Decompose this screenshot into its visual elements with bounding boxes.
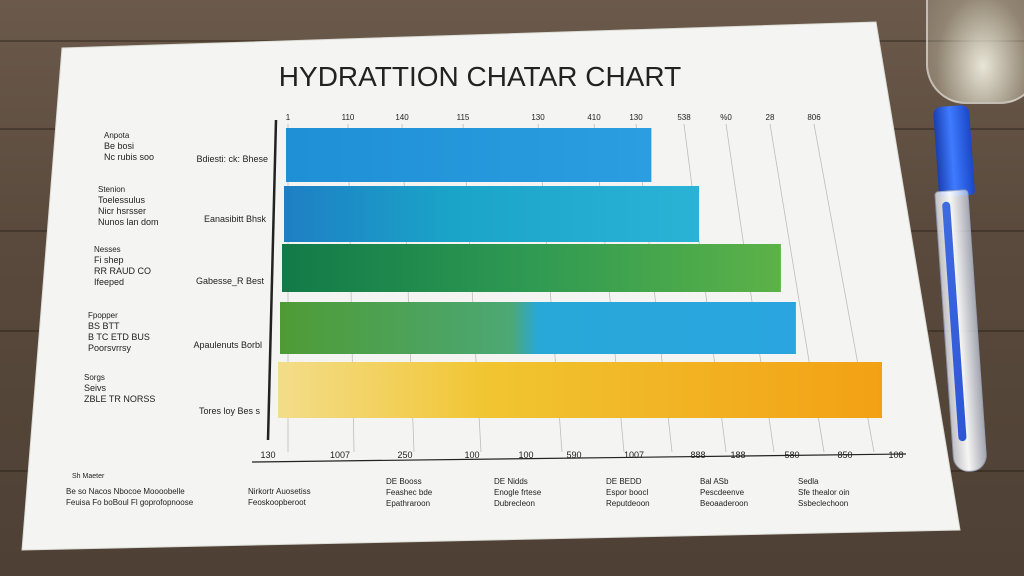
row-label-left: Nunos lan dom bbox=[98, 217, 159, 227]
bottom-label: Reputdeoon bbox=[606, 499, 650, 508]
bottom-tick-label: 580 bbox=[784, 450, 799, 460]
top-tick-label: 410 bbox=[587, 113, 601, 122]
bottom-labels: Be so Nacos Nbocoe Moooobelle Feuisa Fo b… bbox=[66, 477, 850, 508]
row-label-left: Nesses bbox=[94, 245, 121, 254]
row-label-left: B TC ETD BUS bbox=[88, 332, 150, 342]
bottom-label: Sedla bbox=[798, 477, 819, 486]
row-label-left: Toelessulus bbox=[98, 195, 146, 205]
row-label-inner: Gabesse_R Best bbox=[196, 276, 265, 286]
bottom-label: Be so Nacos Nbocoe Moooobelle bbox=[66, 487, 185, 496]
bottom-label: Epathraroon bbox=[386, 499, 430, 508]
row-label-inner: Bdiesti: ck: Bhese bbox=[196, 154, 268, 164]
bottom-label: Dubrecleon bbox=[494, 499, 535, 508]
chart-title: HYDRATTION CHATAR CHART bbox=[279, 61, 681, 92]
bottom-label: DE Nidds bbox=[494, 477, 528, 486]
bottom-label: Bal ASb bbox=[700, 477, 729, 486]
top-tick-label: 130 bbox=[629, 113, 643, 122]
bar bbox=[280, 302, 796, 354]
top-tick-label: 110 bbox=[342, 113, 355, 122]
row-label-left: Nicr hsrsser bbox=[98, 206, 146, 216]
bottom-label: Feashec bde bbox=[386, 488, 433, 497]
top-tick-label: 806 bbox=[807, 113, 821, 122]
row-label-left: Ifeeped bbox=[94, 277, 124, 287]
bottom-label: Enogle frtese bbox=[494, 488, 542, 497]
row-label-left: Anpota bbox=[104, 131, 130, 140]
bottom-tick-labels: 130 1007 250 100 100 590 1007 888 188 580 850 108 bbox=[260, 450, 903, 460]
bottom-label: Ssbeclechoon bbox=[798, 499, 848, 508]
bottom-tick-label: 850 bbox=[837, 450, 852, 460]
row-label-left: Fi shep bbox=[94, 255, 124, 265]
bottom-tick-label: 250 bbox=[397, 450, 412, 460]
top-tick-labels: 1 110 140 115 130 410 130 538 %0 28 806 bbox=[286, 113, 821, 122]
row-label-left: Be bosi bbox=[104, 141, 134, 151]
bottom-tick-label: 100 bbox=[464, 450, 479, 460]
bottom-tick-label: 888 bbox=[690, 450, 705, 460]
row-label-left: RR RAUD CO bbox=[94, 266, 151, 276]
bottom-tick-label: 108 bbox=[888, 450, 903, 460]
bottom-label: Espor boocl bbox=[606, 488, 648, 497]
bottom-tick-label: 130 bbox=[260, 450, 275, 460]
bottom-label: Beoaaderoon bbox=[700, 499, 748, 508]
bar bbox=[282, 244, 781, 292]
row-label-left: BS BTT bbox=[88, 321, 120, 331]
row-label-left: Nc rubis soo bbox=[104, 152, 154, 162]
bars bbox=[278, 128, 882, 418]
y-axis-line bbox=[266, 119, 278, 441]
x-axis-line bbox=[251, 453, 907, 463]
row-labels-inner: Bdiesti: ck: Bhese Eanasibitt Bhsk Gabesse… bbox=[193, 154, 268, 416]
row-label-left: Poorsvrrsy bbox=[88, 343, 132, 353]
bar bbox=[286, 128, 652, 182]
bottom-label: Pescdeenve bbox=[700, 488, 745, 497]
bottom-tick-label: 590 bbox=[566, 450, 581, 460]
bottom-label: Feuisa Fo boBoul Fl goprofopnoose bbox=[66, 498, 194, 507]
row-label-left: ZBLE TR NORSS bbox=[84, 394, 155, 404]
row-label-left: Fpopper bbox=[88, 311, 118, 320]
bar bbox=[278, 362, 882, 418]
top-tick-label: 130 bbox=[531, 113, 545, 122]
top-tick-label: 140 bbox=[395, 113, 409, 122]
bottom-tick-label: 100 bbox=[518, 450, 533, 460]
bottom-label: Feoskoopberoot bbox=[248, 498, 307, 507]
row-label-left: Seivs bbox=[84, 383, 107, 393]
top-tick-label: 28 bbox=[766, 113, 775, 122]
row-label-inner: Eanasibitt Bhsk bbox=[204, 214, 267, 224]
bottom-label: DE Booss bbox=[386, 477, 422, 486]
row-label-inner: Apaulenuts Borbl bbox=[193, 340, 262, 350]
bottom-tick-label: 1007 bbox=[330, 450, 350, 460]
bottom-label: DE BEDD bbox=[606, 477, 642, 486]
top-tick-label: 115 bbox=[457, 113, 470, 122]
top-tick-label: %0 bbox=[720, 113, 732, 122]
top-tick-label: 1 bbox=[286, 113, 291, 122]
bottom-label: Sfe thealor oin bbox=[798, 488, 850, 497]
bottom-tick-label: 188 bbox=[730, 450, 745, 460]
water-glass bbox=[926, 0, 1024, 104]
top-tick-label: 538 bbox=[677, 113, 691, 122]
bottom-tick-label: 1007 bbox=[624, 450, 644, 460]
bottom-label: Nirkortr Auosetiss bbox=[248, 487, 311, 496]
bar bbox=[284, 186, 700, 242]
row-label-inner: Tores loy Bes s bbox=[199, 406, 261, 416]
row-label-left: Stenion bbox=[98, 185, 125, 194]
test-tube-cap bbox=[932, 104, 976, 198]
bottom-annotation: Sh Maeter bbox=[72, 473, 105, 480]
row-label-left: Sorgs bbox=[84, 373, 105, 382]
